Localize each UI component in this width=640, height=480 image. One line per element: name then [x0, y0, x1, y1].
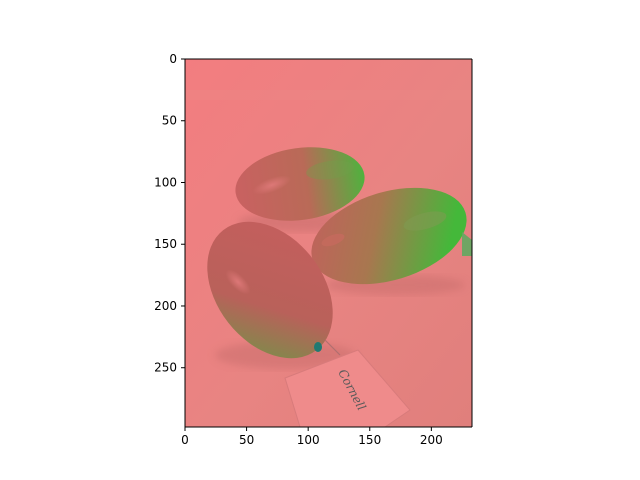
y-tick-label: 100 — [154, 175, 177, 189]
table-edge — [185, 90, 472, 100]
x-tick-label: 100 — [297, 433, 320, 447]
photo: Cornell — [185, 59, 472, 427]
paper-tag: Cornell — [284, 339, 411, 427]
y-tick-label: 0 — [169, 52, 177, 66]
y-tick-label: 150 — [154, 237, 177, 251]
y-axis: 0 50 100 150 200 250 — [154, 52, 185, 375]
stem — [314, 342, 322, 352]
y-tick-label: 250 — [154, 361, 177, 375]
x-tick-label: 50 — [239, 433, 254, 447]
x-tick-label: 150 — [358, 433, 381, 447]
y-tick-label: 200 — [154, 299, 177, 313]
mango-right — [311, 187, 472, 285]
x-tick-label: 200 — [420, 433, 443, 447]
mango-back — [235, 147, 365, 221]
y-tick-label: 50 — [162, 114, 177, 128]
x-tick-label: 0 — [181, 433, 189, 447]
mango-front — [207, 221, 333, 359]
x-axis: 0 50 100 150 200 — [181, 427, 443, 447]
